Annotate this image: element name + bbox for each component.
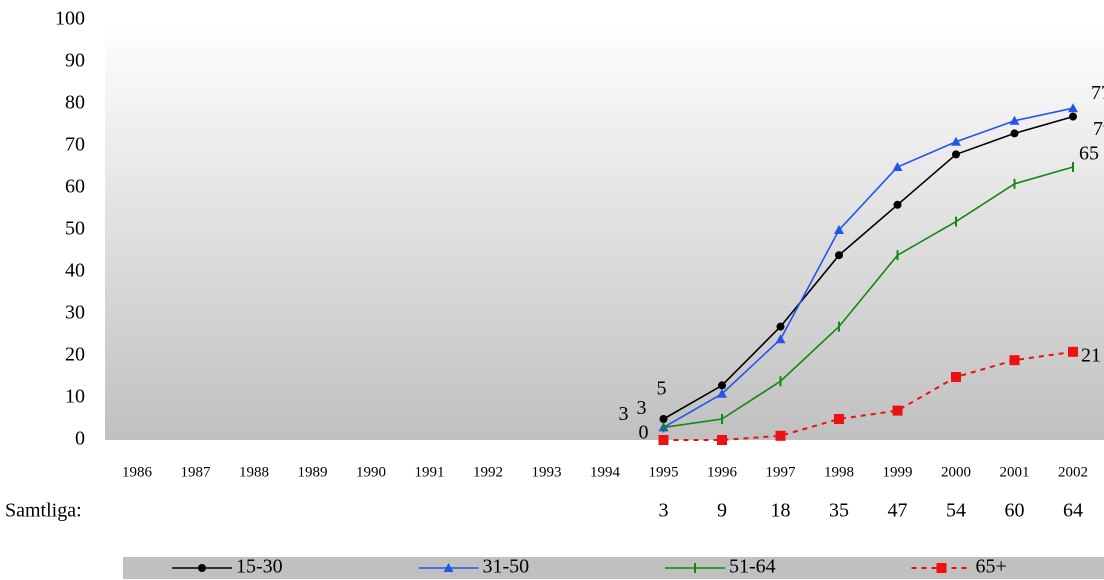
y-tick-label: 10 xyxy=(65,386,85,408)
total-value: 60 xyxy=(1005,500,1025,522)
legend-label: 15-30 xyxy=(236,556,283,578)
x-tick-label: 2002 xyxy=(1058,464,1088,480)
y-tick-label: 60 xyxy=(65,176,85,198)
y-tick-label: 0 xyxy=(75,428,85,450)
marker xyxy=(1069,112,1077,121)
plot-area xyxy=(105,20,1104,440)
legend-label: 51-64 xyxy=(729,556,776,578)
marker xyxy=(659,415,668,423)
legend-marker xyxy=(936,563,947,573)
marker xyxy=(834,225,844,234)
x-tick-label: 1994 xyxy=(590,464,621,480)
y-tick-label: 50 xyxy=(65,218,85,240)
series-line xyxy=(663,107,1074,429)
marker xyxy=(893,200,902,209)
marker xyxy=(775,334,786,344)
total-value: 35 xyxy=(829,500,849,522)
total-value: 54 xyxy=(946,500,966,522)
x-tick-label: 2001 xyxy=(1000,464,1030,480)
x-tick-label: 1989 xyxy=(298,464,328,480)
legend-label: 31-50 xyxy=(483,556,530,578)
total-value: 47 xyxy=(888,500,908,522)
x-tick-label: 1998 xyxy=(824,464,854,480)
x-tick-label: 1996 xyxy=(707,464,738,480)
y-tick-label: 80 xyxy=(65,92,85,114)
marker xyxy=(952,150,960,159)
data-label: 21 xyxy=(1081,344,1101,366)
x-tick-label: 1991 xyxy=(415,464,445,480)
y-tick-label: 30 xyxy=(65,302,85,324)
y-tick-label: 20 xyxy=(65,344,85,366)
legend-marker xyxy=(443,563,454,572)
data-label: 3 xyxy=(619,403,629,425)
x-tick-label: 1997 xyxy=(766,464,797,480)
marker xyxy=(1068,346,1078,357)
marker xyxy=(1009,115,1020,125)
series-line xyxy=(663,115,1074,420)
data-label: 79 xyxy=(1093,118,1104,140)
marker xyxy=(892,162,903,171)
marker xyxy=(718,381,726,390)
y-tick-label: 100 xyxy=(55,8,85,30)
y-tick-label: 70 xyxy=(65,134,85,156)
marker xyxy=(717,388,727,398)
marker xyxy=(775,430,786,441)
marker xyxy=(1010,129,1019,138)
marker xyxy=(834,414,844,424)
marker xyxy=(951,136,961,146)
total-value: 3 xyxy=(659,500,669,522)
x-tick-label: 2000 xyxy=(941,464,971,480)
data-label: 5 xyxy=(657,378,667,400)
data-label: 77 xyxy=(1091,82,1104,104)
x-tick-label: 1990 xyxy=(356,464,386,480)
data-label: 65 xyxy=(1079,143,1099,165)
x-tick-label: 1993 xyxy=(532,464,562,480)
totals-label: Samtliga: xyxy=(5,500,82,522)
total-value: 64 xyxy=(1063,500,1083,522)
data-label: 3 xyxy=(637,397,647,419)
marker xyxy=(835,251,843,260)
marker xyxy=(1009,355,1020,366)
marker xyxy=(1068,103,1078,113)
marker xyxy=(892,405,903,416)
y-tick-label: 40 xyxy=(65,260,85,282)
legend-marker xyxy=(198,564,206,572)
marker xyxy=(776,322,785,331)
marker xyxy=(717,435,727,445)
legend-label: 65+ xyxy=(976,556,1007,578)
x-tick-label: 1987 xyxy=(181,464,212,480)
legend-box xyxy=(123,557,1104,579)
x-tick-label: 1988 xyxy=(239,464,269,480)
x-tick-label: 1999 xyxy=(883,464,913,480)
x-tick-label: 1986 xyxy=(122,464,153,480)
marker xyxy=(951,372,961,382)
x-tick-label: 1995 xyxy=(649,464,679,480)
series-line xyxy=(663,166,1074,429)
total-value: 18 xyxy=(771,500,791,522)
marker xyxy=(658,435,669,445)
data-label: 0 xyxy=(639,422,649,444)
y-tick-label: 90 xyxy=(65,50,85,72)
x-tick-label: 1992 xyxy=(473,464,503,480)
total-value: 9 xyxy=(717,500,727,522)
